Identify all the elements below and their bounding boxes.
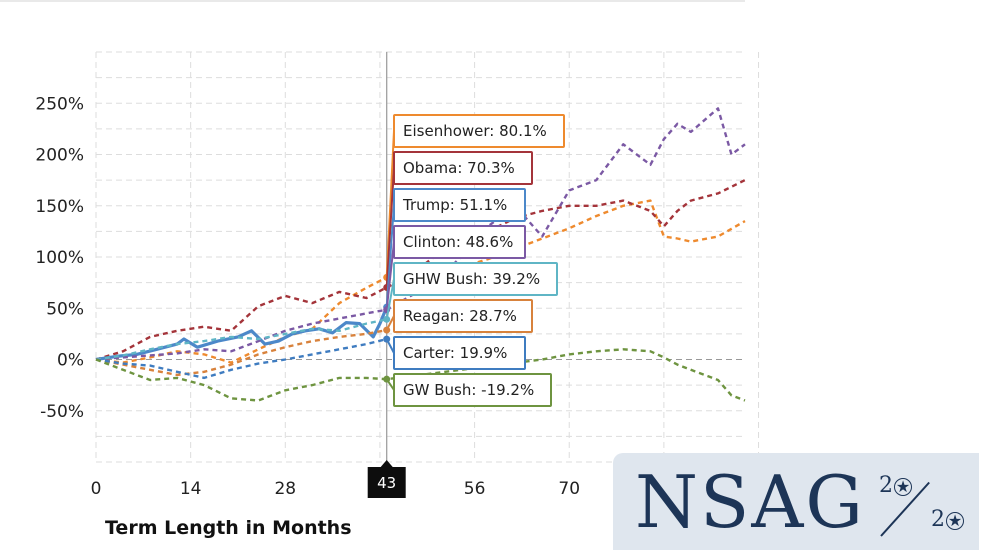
tooltip-connector xyxy=(385,315,395,331)
tooltip-box xyxy=(393,262,558,296)
x-axis-label: Term Length in Months xyxy=(105,517,352,539)
tooltip-connector xyxy=(385,167,395,288)
x-tick-label: 56 xyxy=(464,479,486,499)
y-tick-label: 50% xyxy=(46,299,84,319)
series-line xyxy=(95,328,387,377)
tooltip-connector xyxy=(385,338,395,354)
top-divider xyxy=(0,0,745,2)
tooltip-label: Carter: 19.9% xyxy=(403,344,507,362)
logo-superscript-text: 2 xyxy=(879,473,893,498)
logo-superscript: 2 ★ xyxy=(879,473,912,498)
tooltip-connector xyxy=(385,278,395,320)
logo-subscript: 2 ★ xyxy=(931,507,964,532)
tooltip-box xyxy=(393,299,533,333)
tooltip-label: Eisenhower: 80.1% xyxy=(403,122,547,140)
series-line xyxy=(95,306,389,362)
y-tick-label: 250% xyxy=(35,94,84,114)
x-tick-label: 28 xyxy=(274,479,296,499)
tooltip-box xyxy=(393,151,533,185)
y-tick-label: 150% xyxy=(35,197,84,217)
nsag-logo: NSAG 2 ★ 2 ★ xyxy=(613,453,979,550)
tooltip-label: Trump: 51.1% xyxy=(402,196,507,214)
series-line xyxy=(95,337,387,380)
tooltip-box xyxy=(393,188,526,222)
y-tick-label: 100% xyxy=(35,248,84,268)
tooltip-box xyxy=(393,225,526,259)
y-tick-label: 200% xyxy=(35,146,84,166)
tooltip-connector xyxy=(385,378,395,391)
tooltip-label: Reagan: 28.7% xyxy=(403,307,517,325)
y-tick-label: -50% xyxy=(40,402,84,422)
star-icon: ★ xyxy=(946,511,964,530)
y-tick-label: 0% xyxy=(57,351,84,371)
tooltip-box xyxy=(393,373,552,407)
x-tick-label: 70 xyxy=(558,479,580,499)
tooltip-box xyxy=(393,114,565,148)
tooltip-connector xyxy=(385,241,395,310)
tooltip-label: Clinton: 48.6% xyxy=(403,233,513,251)
x-tick-label: 14 xyxy=(180,479,202,499)
tooltip-box xyxy=(393,336,526,370)
series-line xyxy=(95,348,746,402)
series-line xyxy=(95,199,746,364)
crosshair-label-box xyxy=(367,467,406,498)
tooltip-label: Obama: 70.3% xyxy=(403,159,515,177)
star-icon: ★ xyxy=(894,477,912,496)
x-tick-label: 0 xyxy=(91,479,102,499)
crosshair-label-pointer xyxy=(380,460,393,467)
crosshair-label: 43 xyxy=(377,474,396,492)
logo-wordmark: NSAG xyxy=(635,460,865,544)
tooltip-label: GW Bush: -19.2% xyxy=(403,381,534,399)
tooltip-label: GHW Bush: 39.2% xyxy=(403,270,540,288)
logo-subscript-text: 2 xyxy=(931,507,945,532)
